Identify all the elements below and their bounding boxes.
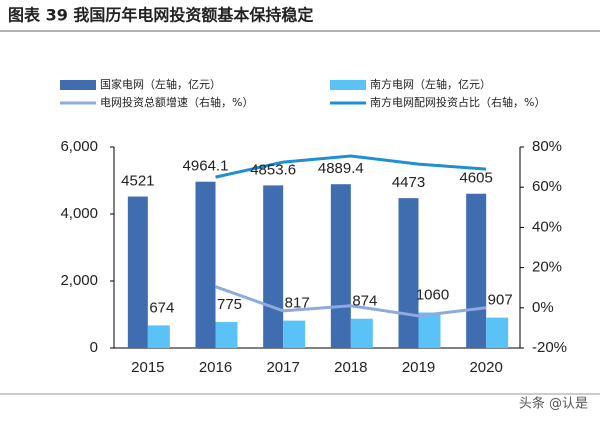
y2-tick-label: -20% xyxy=(532,339,567,356)
value-label: 4473 xyxy=(392,174,425,191)
y-tick-label: 2,000 xyxy=(60,272,98,289)
x-tick-label: 2019 xyxy=(402,359,435,376)
y2-tick-label: 40% xyxy=(532,218,562,235)
y2-tick-label: 60% xyxy=(532,178,562,195)
x-tick-label: 2018 xyxy=(334,359,367,376)
bar xyxy=(147,325,170,348)
legend-label: 南方电网配网投资占比（右轴，%） xyxy=(370,95,545,109)
bar xyxy=(398,198,419,348)
legend-swatch xyxy=(60,80,96,90)
legend-label: 国家电网（左轴，亿元） xyxy=(100,77,221,91)
bar xyxy=(350,318,373,348)
bar xyxy=(418,312,441,348)
bar xyxy=(127,196,148,348)
y-tick-label: 6,000 xyxy=(60,138,98,155)
value-label: 4853.6 xyxy=(250,161,296,178)
watermark: 头条 @认是 xyxy=(519,396,588,412)
value-label: 4964.1 xyxy=(183,158,229,175)
legend-swatch xyxy=(330,80,366,90)
y2-tick-label: 80% xyxy=(532,138,562,155)
x-tick-label: 2017 xyxy=(266,359,299,376)
bar xyxy=(195,181,216,348)
line xyxy=(214,285,487,318)
legend-label: 电网投资总额增速（右轴，%） xyxy=(100,95,253,109)
value-label: 874 xyxy=(352,293,377,310)
value-label: 4521 xyxy=(121,173,154,190)
value-label: 907 xyxy=(488,292,513,309)
value-label: 817 xyxy=(285,295,310,312)
x-tick-label: 2015 xyxy=(131,359,164,376)
x-tick-label: 2016 xyxy=(199,359,232,376)
x-tick-label: 2020 xyxy=(469,359,502,376)
bar xyxy=(486,317,509,348)
line xyxy=(215,154,487,179)
y-tick-label: 0 xyxy=(90,339,98,356)
bar xyxy=(466,193,487,348)
y2-tick-label: 0% xyxy=(532,299,554,316)
value-label: 1060 xyxy=(416,286,449,303)
y2-tick-label: 20% xyxy=(532,259,562,276)
y-tick-label: 4,000 xyxy=(60,205,98,222)
chart-title: 图表 39 我国历年电网投资额基本保持稳定 xyxy=(8,6,313,25)
value-label: 775 xyxy=(217,296,242,313)
value-label: 4605 xyxy=(459,170,492,187)
bar xyxy=(283,320,306,348)
bar xyxy=(330,184,351,348)
value-label: 674 xyxy=(149,299,174,316)
bar xyxy=(215,322,238,348)
bar xyxy=(263,185,284,348)
legend-label: 南方电网（左轴，亿元） xyxy=(370,77,491,91)
value-label: 4889.4 xyxy=(318,160,364,177)
